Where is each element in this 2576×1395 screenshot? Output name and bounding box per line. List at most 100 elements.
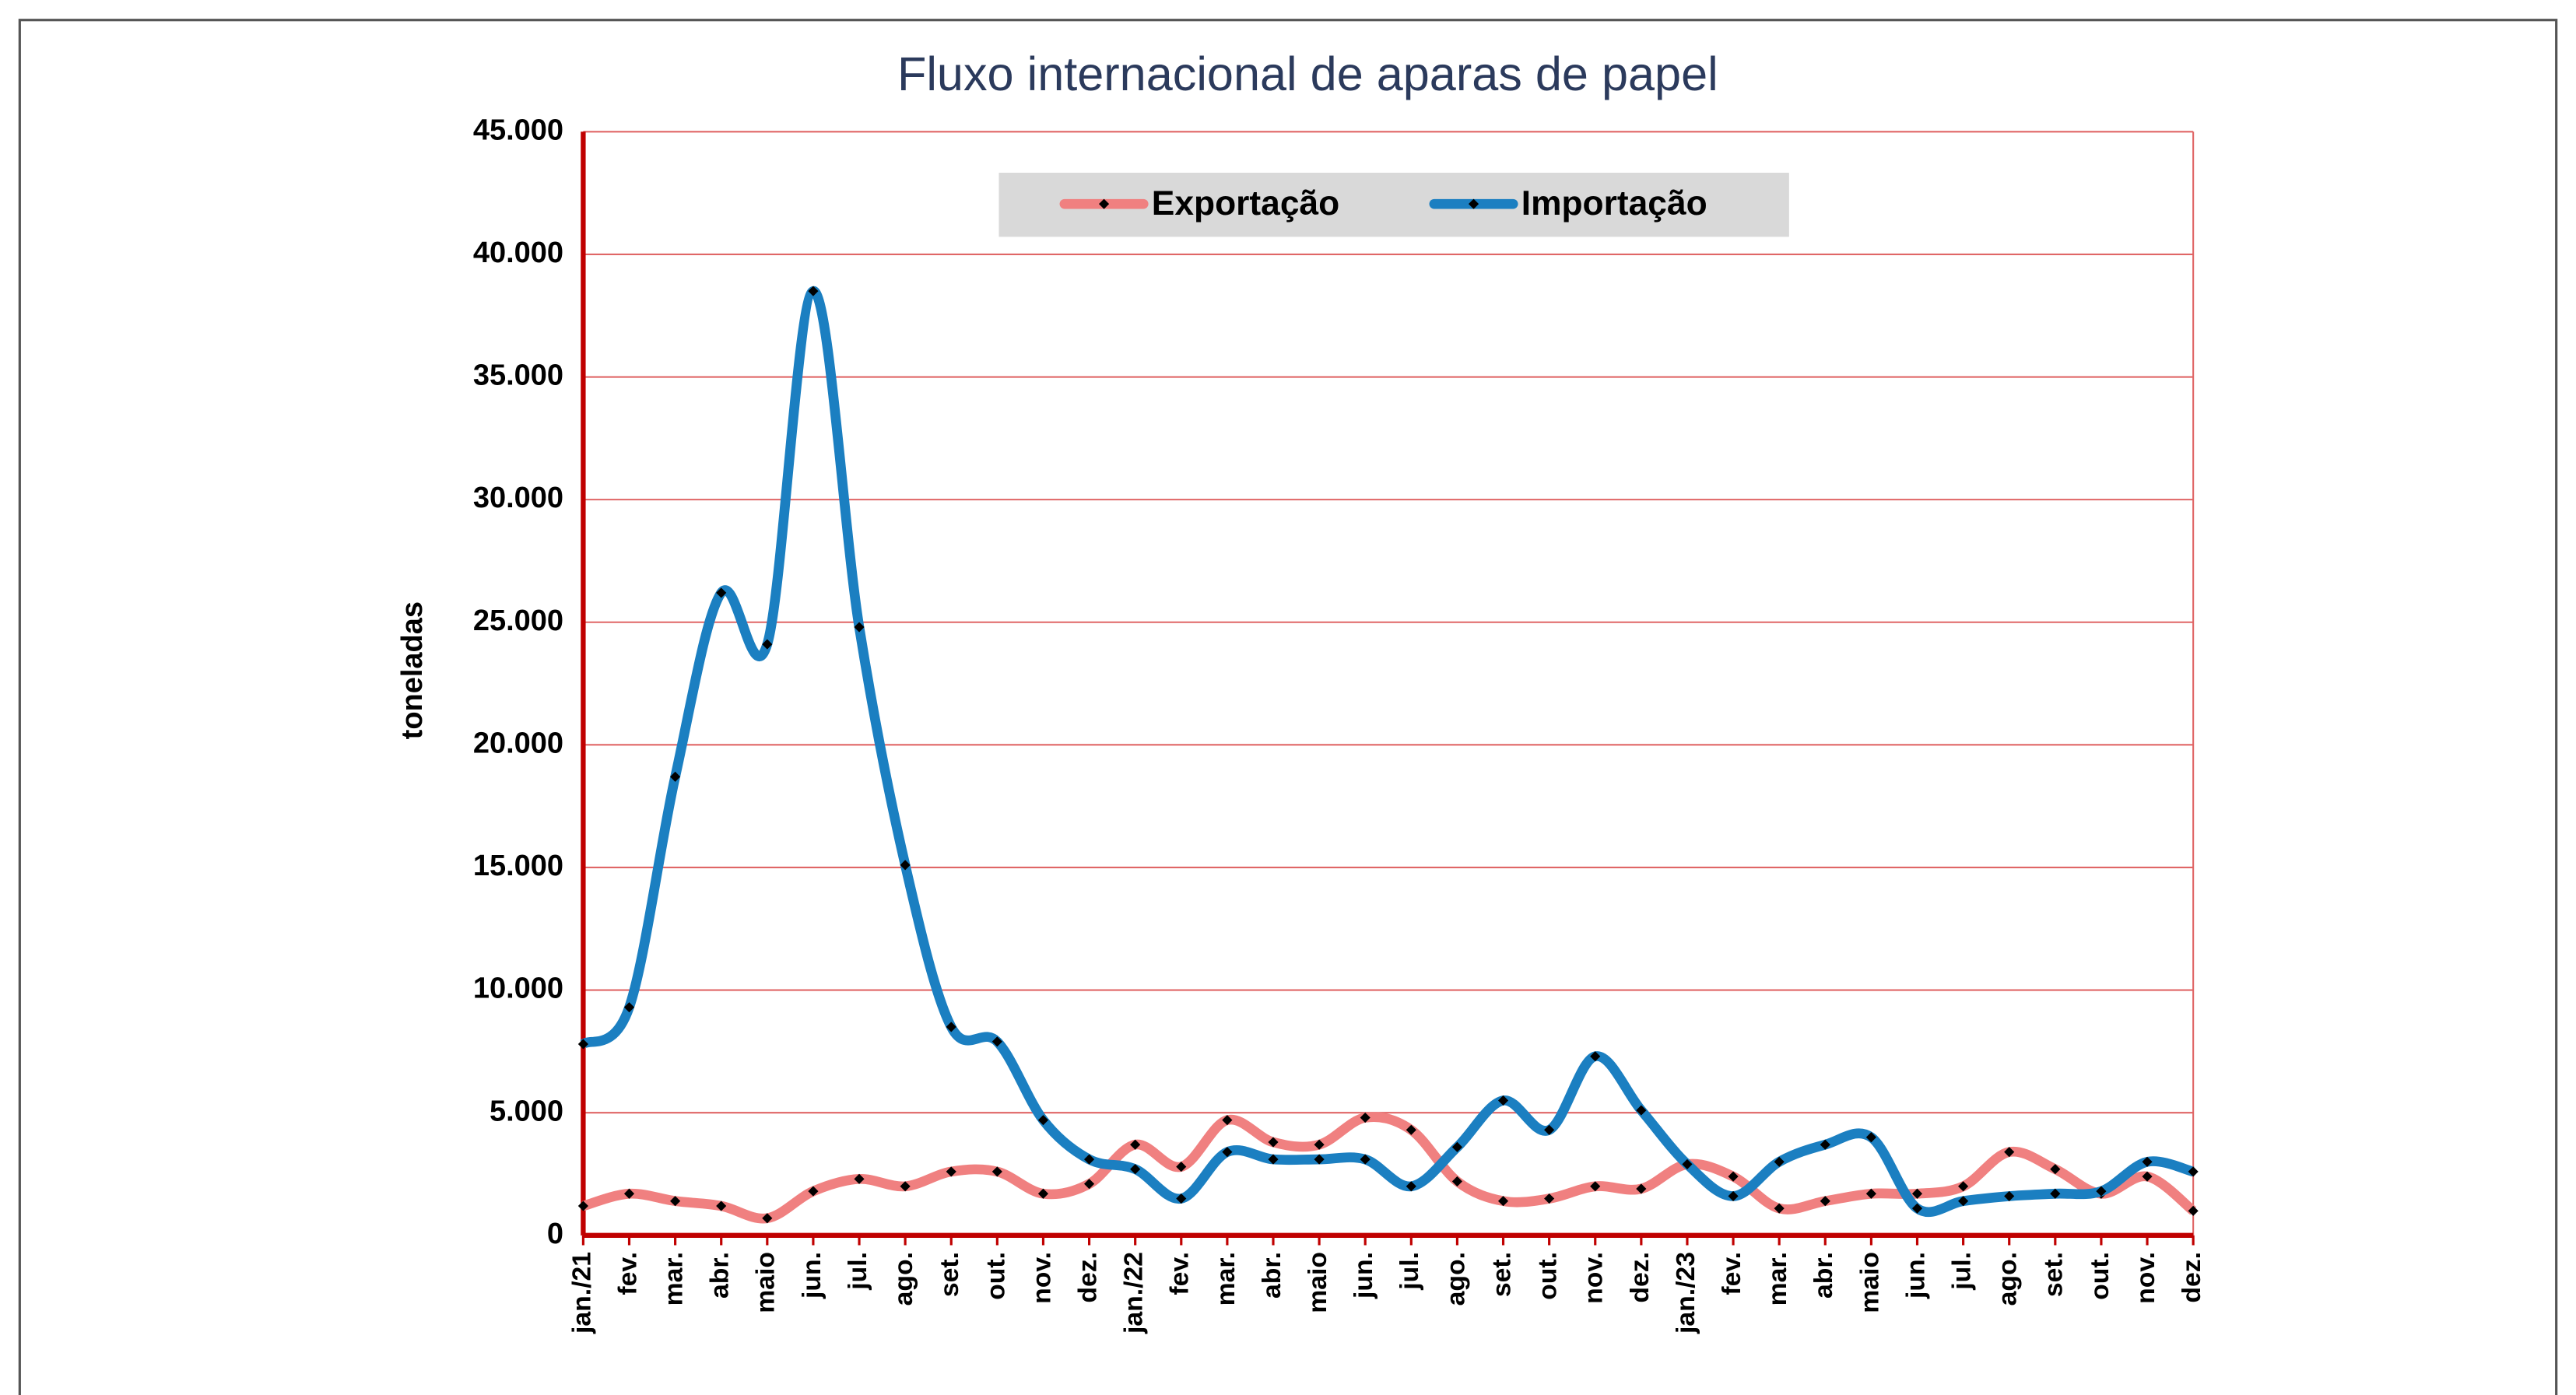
x-tick-label: ago. bbox=[889, 1252, 918, 1306]
series-line bbox=[580, 286, 2195, 1218]
y-tick-label: 20.000 bbox=[473, 727, 563, 759]
x-tick-label: out. bbox=[981, 1252, 1010, 1300]
x-tick-label: nov. bbox=[1579, 1252, 1609, 1304]
point-marker bbox=[1084, 1179, 1095, 1190]
x-tick-label: jul. bbox=[1395, 1252, 1424, 1291]
point-marker bbox=[762, 1213, 773, 1224]
point-marker bbox=[1590, 1051, 1601, 1062]
x-tick-label: ago. bbox=[1993, 1252, 2023, 1306]
point-marker bbox=[1314, 1154, 1325, 1165]
x-tick-label: nov. bbox=[2131, 1252, 2160, 1304]
x-tick-label: jan./23 bbox=[1671, 1252, 1700, 1334]
x-tick-label: maio bbox=[1303, 1252, 1332, 1313]
point-marker bbox=[1130, 1139, 1141, 1150]
point-marker bbox=[1451, 1176, 1462, 1187]
y-axis-label: toneladas bbox=[396, 601, 429, 739]
x-tick-label: jan./22 bbox=[1119, 1252, 1149, 1334]
point-marker bbox=[623, 1188, 635, 1199]
point-marker bbox=[670, 771, 681, 782]
x-tick-label: nov. bbox=[1027, 1252, 1056, 1304]
point-marker bbox=[2004, 1147, 2015, 1158]
point-marker bbox=[808, 1186, 819, 1197]
point-marker bbox=[1774, 1203, 1785, 1214]
point-marker bbox=[1958, 1196, 1969, 1207]
x-tick-label: jun. bbox=[797, 1252, 826, 1299]
point-marker bbox=[1130, 1164, 1141, 1175]
point-marker bbox=[2004, 1190, 2015, 1201]
y-tick-label: 40.000 bbox=[473, 237, 563, 269]
x-tick-label: abr. bbox=[705, 1252, 735, 1299]
point-marker bbox=[1360, 1112, 1370, 1123]
point-marker bbox=[1084, 1154, 1095, 1165]
legend-label: Importação bbox=[1521, 184, 1707, 223]
point-marker bbox=[1222, 1115, 1233, 1126]
point-marker bbox=[991, 1166, 1002, 1177]
point-marker bbox=[2142, 1156, 2153, 1167]
x-tick-label: jun. bbox=[1349, 1252, 1378, 1299]
point-marker bbox=[1958, 1181, 1969, 1192]
x-tick-label: fev. bbox=[1165, 1252, 1195, 1295]
point-marker bbox=[854, 1173, 865, 1184]
x-tick-label: maio bbox=[751, 1252, 781, 1313]
point-marker bbox=[1037, 1115, 1049, 1126]
point-marker bbox=[1911, 1188, 1923, 1199]
point-marker bbox=[1682, 1158, 1693, 1169]
point-marker bbox=[670, 1196, 681, 1207]
y-tick-label: 30.000 bbox=[473, 482, 563, 514]
x-tick-label: mar. bbox=[1763, 1252, 1792, 1306]
x-tick-label: abr. bbox=[1257, 1252, 1286, 1299]
x-tick-label: jul. bbox=[1947, 1252, 1977, 1291]
x-tick-label: jun. bbox=[1900, 1252, 1930, 1299]
legend-label: Exportação bbox=[1152, 184, 1339, 223]
point-marker bbox=[1544, 1193, 1555, 1204]
y-tick-label: 25.000 bbox=[473, 605, 563, 637]
point-marker bbox=[1406, 1181, 1416, 1192]
x-tick-label: out. bbox=[2085, 1252, 2114, 1300]
point-marker bbox=[716, 587, 727, 598]
point-marker bbox=[1497, 1095, 1509, 1106]
point-marker bbox=[2096, 1186, 2107, 1197]
point-marker bbox=[2050, 1188, 2061, 1199]
point-marker bbox=[1544, 1124, 1555, 1135]
x-tick-label: set. bbox=[2039, 1252, 2069, 1297]
chart-title: Fluxo internacional de aparas de papel bbox=[897, 47, 1718, 100]
point-marker bbox=[1176, 1193, 1187, 1204]
point-marker bbox=[2142, 1171, 2153, 1182]
point-marker bbox=[1497, 1196, 1509, 1207]
x-tick-label: set. bbox=[935, 1252, 964, 1297]
point-marker bbox=[946, 1022, 956, 1032]
point-marker bbox=[2050, 1164, 2061, 1175]
x-tick-label: jan./21 bbox=[567, 1252, 596, 1334]
point-marker bbox=[900, 1181, 911, 1192]
x-tick-label: mar. bbox=[1211, 1252, 1241, 1306]
x-tick-label: mar. bbox=[659, 1252, 689, 1306]
point-marker bbox=[1774, 1156, 1785, 1167]
x-tick-label: set. bbox=[1486, 1252, 1516, 1297]
point-marker bbox=[1820, 1139, 1830, 1150]
y-tick-label: 35.000 bbox=[473, 359, 563, 392]
y-tick-label: 15.000 bbox=[473, 850, 563, 882]
point-marker bbox=[1222, 1147, 1233, 1158]
x-tick-label: abr. bbox=[1809, 1252, 1838, 1299]
x-tick-label: out. bbox=[1533, 1252, 1563, 1300]
point-marker bbox=[1820, 1196, 1830, 1207]
point-marker bbox=[1268, 1154, 1279, 1165]
x-tick-label: ago. bbox=[1441, 1252, 1470, 1306]
x-tick-label: jul. bbox=[843, 1252, 872, 1291]
point-marker bbox=[946, 1166, 956, 1177]
y-tick-label: 10.000 bbox=[473, 973, 563, 1005]
x-tick-label: dez. bbox=[1072, 1252, 1102, 1303]
point-marker bbox=[1728, 1190, 1739, 1201]
x-tick-label: fev. bbox=[1717, 1252, 1746, 1295]
point-marker bbox=[1636, 1105, 1647, 1116]
x-tick-label: maio bbox=[1855, 1252, 1884, 1313]
point-marker bbox=[1314, 1139, 1325, 1150]
point-marker bbox=[991, 1036, 1002, 1047]
point-marker bbox=[854, 622, 865, 633]
point-marker bbox=[1360, 1154, 1370, 1165]
x-tick-label: fev. bbox=[612, 1252, 642, 1295]
point-marker bbox=[1268, 1137, 1279, 1148]
x-tick-label: dez. bbox=[2177, 1252, 2206, 1303]
point-marker bbox=[1590, 1181, 1601, 1192]
